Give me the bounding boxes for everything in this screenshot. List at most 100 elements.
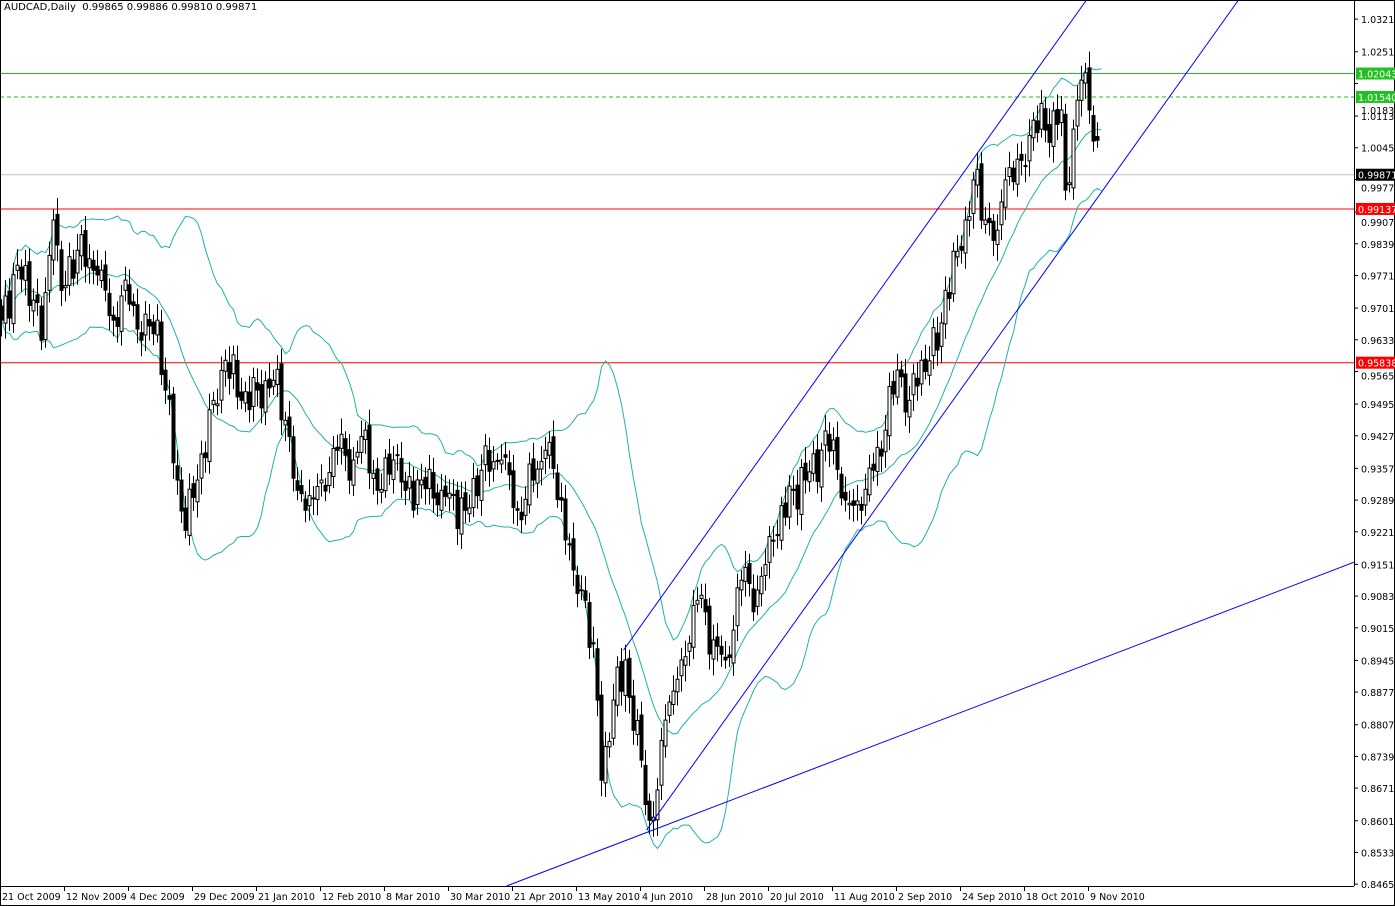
candle bbox=[63, 270, 68, 302]
candle-body bbox=[439, 489, 444, 511]
candle-body bbox=[671, 690, 676, 705]
candle-body bbox=[1091, 115, 1096, 142]
candle-body bbox=[407, 476, 412, 489]
candle bbox=[403, 471, 408, 505]
candle-body bbox=[1003, 179, 1008, 208]
candle bbox=[783, 486, 788, 526]
candle bbox=[955, 235, 960, 267]
candle-body bbox=[1083, 72, 1088, 84]
candle bbox=[975, 153, 980, 198]
candle bbox=[47, 241, 52, 303]
candle bbox=[827, 422, 832, 467]
candle bbox=[487, 437, 492, 487]
candle-body bbox=[131, 301, 136, 306]
candle-body bbox=[855, 500, 860, 506]
price-marker-label: 0.95838 bbox=[1358, 359, 1395, 370]
candle-body bbox=[627, 657, 632, 698]
candle-body bbox=[171, 393, 176, 464]
candle bbox=[463, 481, 468, 523]
candle-body bbox=[79, 234, 84, 257]
candle-body bbox=[959, 245, 964, 251]
candle bbox=[763, 548, 768, 591]
candle-body bbox=[411, 480, 416, 511]
candle bbox=[747, 553, 752, 597]
candle bbox=[691, 589, 696, 660]
price-label: 1.03210 bbox=[1361, 15, 1395, 26]
candle bbox=[435, 483, 440, 517]
candle bbox=[383, 449, 388, 498]
candle-body bbox=[475, 475, 480, 497]
candle-body bbox=[1007, 167, 1012, 178]
time-label: 4 Jun 2010 bbox=[642, 892, 693, 903]
candle-body bbox=[483, 445, 488, 466]
candle-body bbox=[103, 264, 108, 291]
candle-body bbox=[319, 479, 324, 484]
candle-body bbox=[111, 314, 116, 321]
candle bbox=[259, 369, 264, 424]
candle-body bbox=[763, 564, 768, 576]
candle bbox=[623, 644, 628, 712]
candle-body bbox=[987, 217, 992, 224]
candle-body bbox=[843, 491, 848, 501]
candle-body bbox=[739, 579, 744, 591]
ohlc-close: 0.99871 bbox=[215, 2, 258, 13]
candle bbox=[891, 370, 896, 406]
candle bbox=[407, 461, 412, 500]
candle bbox=[855, 484, 860, 521]
candle-body bbox=[875, 446, 880, 473]
candle-body bbox=[807, 471, 812, 483]
candle bbox=[535, 460, 540, 499]
candle-body bbox=[699, 594, 704, 599]
price-marker-bg bbox=[1356, 356, 1395, 369]
candle-body bbox=[939, 322, 944, 347]
candle-body bbox=[643, 764, 648, 806]
candle-body bbox=[1019, 153, 1024, 161]
candle bbox=[439, 474, 444, 519]
candle bbox=[143, 301, 148, 352]
candle-body bbox=[735, 587, 740, 627]
candle-body bbox=[1015, 158, 1020, 185]
candle bbox=[943, 276, 948, 339]
candle bbox=[51, 209, 56, 275]
candle bbox=[967, 201, 972, 237]
candle bbox=[599, 680, 604, 797]
candle bbox=[883, 415, 888, 468]
candle bbox=[615, 656, 620, 717]
candle bbox=[971, 171, 976, 229]
plot-area[interactable] bbox=[0, 0, 1354, 886]
candle-body bbox=[687, 642, 692, 652]
candle bbox=[1031, 112, 1036, 152]
candle bbox=[583, 576, 588, 608]
candle bbox=[343, 431, 348, 472]
candle-body bbox=[555, 472, 560, 501]
candle bbox=[603, 731, 608, 797]
candle bbox=[739, 569, 744, 607]
candle-body bbox=[707, 605, 712, 655]
candle-body bbox=[119, 295, 124, 332]
candle-body bbox=[895, 369, 900, 398]
candle bbox=[23, 250, 28, 296]
price-marker-label: 0.99137 bbox=[1358, 205, 1395, 216]
candle-body bbox=[819, 449, 824, 488]
candle bbox=[683, 640, 688, 682]
candle-body bbox=[399, 457, 404, 483]
candle-body bbox=[335, 446, 340, 451]
candle bbox=[91, 250, 96, 285]
candle-body bbox=[659, 739, 664, 786]
candle-body bbox=[303, 498, 308, 511]
candle-body bbox=[803, 462, 808, 481]
price-marker-label: 1.02043 bbox=[1358, 69, 1395, 80]
candle bbox=[7, 278, 12, 331]
candle bbox=[639, 701, 644, 768]
candle-body bbox=[219, 369, 224, 401]
candle bbox=[831, 427, 836, 465]
candle bbox=[863, 473, 868, 516]
candle-body bbox=[471, 477, 476, 509]
candle bbox=[931, 318, 936, 370]
